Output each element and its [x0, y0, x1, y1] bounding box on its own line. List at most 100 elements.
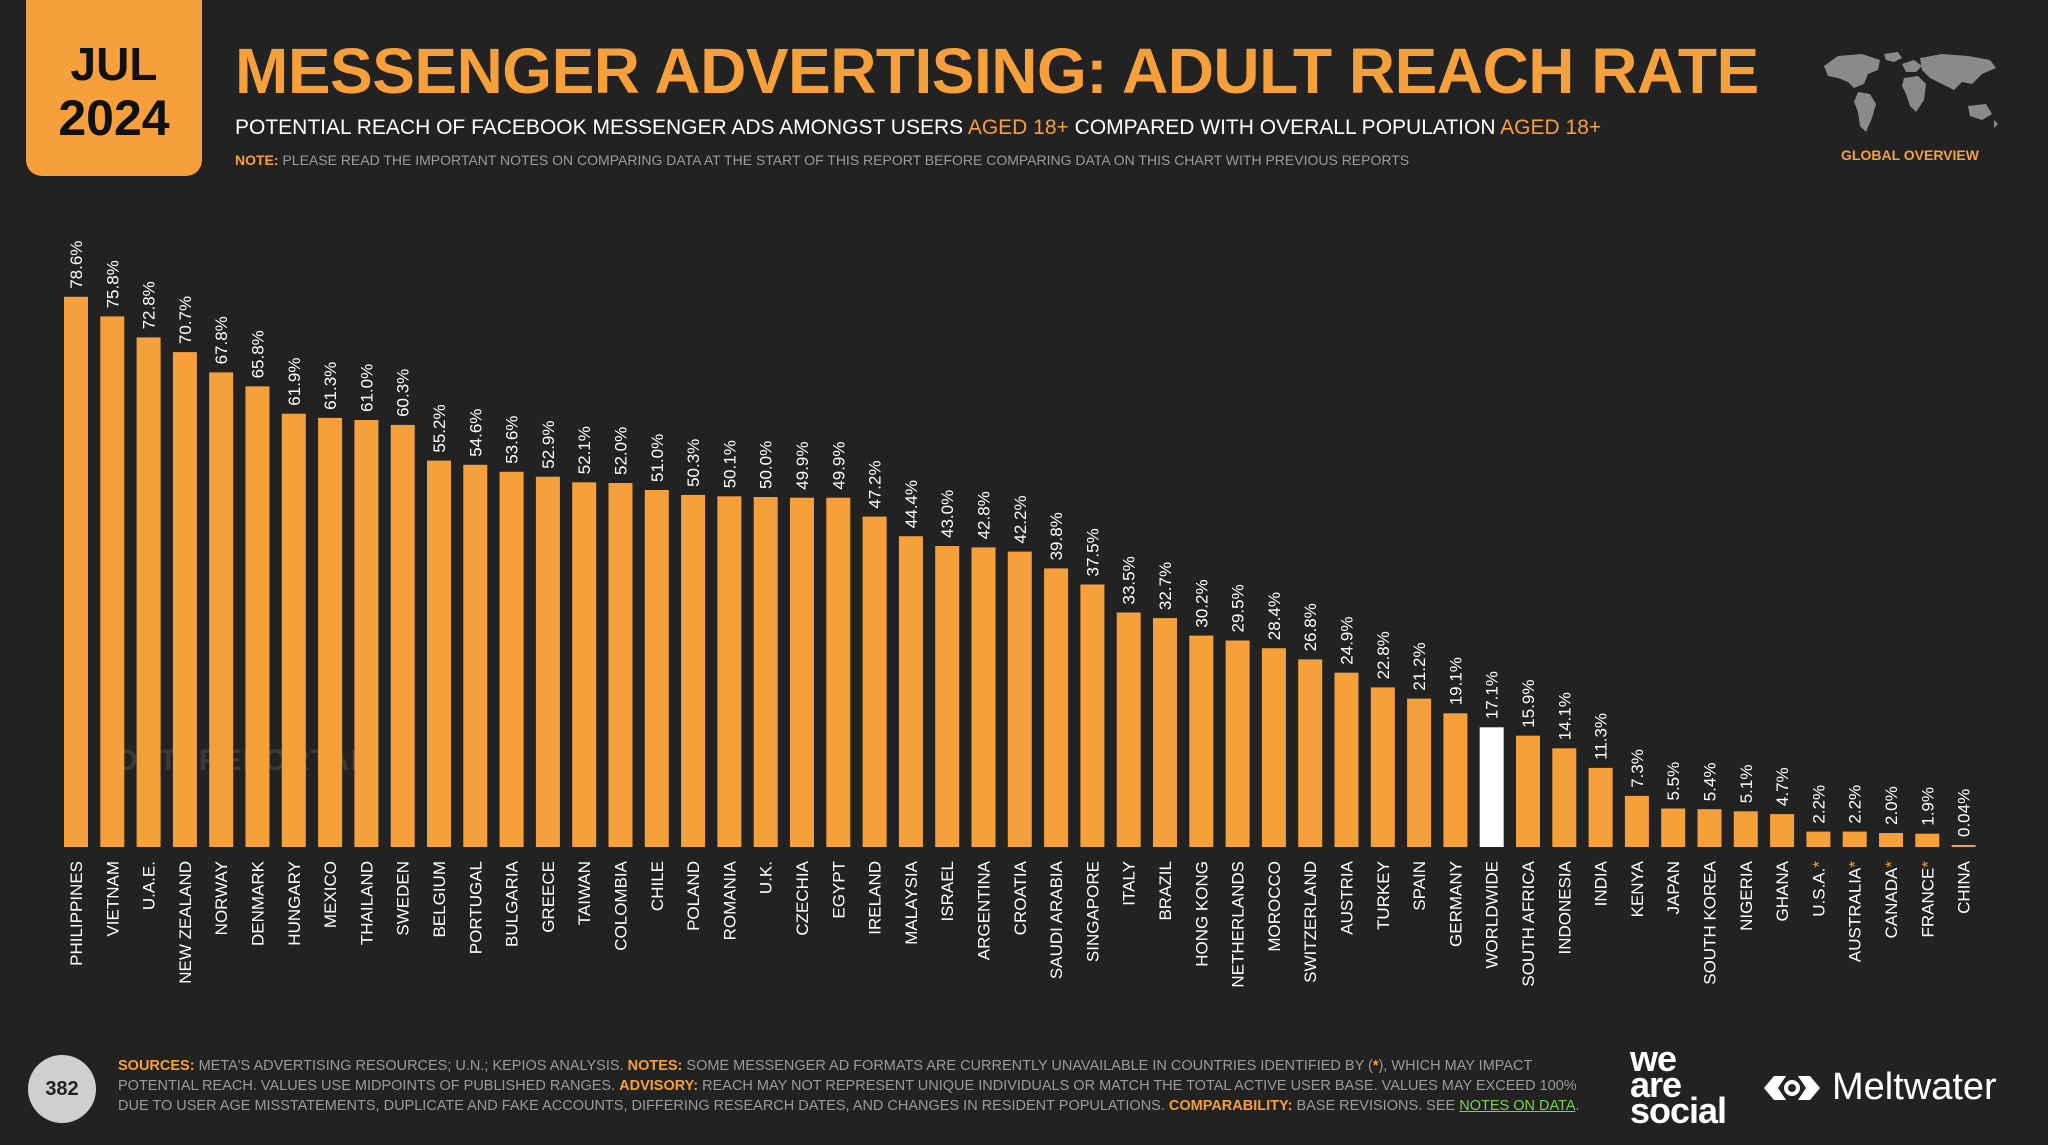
value-label: 54.6% [466, 409, 485, 457]
category-label: ROMANIA [720, 860, 739, 940]
bar-chart: 78.6% PHILIPPINES 75.8% VIETNAM 72.8% U.A.E. 7… [64, 241, 1976, 988]
subtitle-highlight-2: AGED 18+ [1500, 116, 1602, 139]
value-label: 51.0% [648, 434, 667, 482]
value-label: 15.9% [1519, 679, 1538, 727]
notes-on-data-link[interactable]: NOTES ON DATA [1459, 1098, 1576, 1114]
value-label: 61.3% [321, 362, 340, 410]
bar-kenya [1624, 795, 1649, 847]
bar-spain [1407, 698, 1432, 847]
value-label: 44.4% [902, 480, 921, 528]
date-badge: JUL 2024 [26, 0, 202, 176]
value-label: 1.9% [1918, 787, 1937, 826]
bar-poland [681, 494, 706, 847]
value-label: 42.8% [975, 491, 994, 539]
value-label: 60.3% [394, 369, 413, 417]
value-label: 53.6% [503, 416, 522, 464]
value-label: 42.2% [1011, 495, 1030, 543]
value-label: 37.5% [1083, 528, 1102, 576]
bar-thailand [354, 420, 379, 847]
category-label: MOROCCO [1265, 861, 1284, 952]
category-label: NEW ZEALAND [176, 861, 195, 984]
value-label: 33.5% [1120, 556, 1139, 604]
bar-malaysia [898, 536, 923, 847]
note-label: NOTE: [235, 152, 279, 168]
notes-star: * [1372, 1058, 1379, 1074]
category-label: NETHERLANDS [1229, 861, 1248, 988]
category-label: BULGARIA [503, 860, 522, 947]
value-label: 22.8% [1374, 631, 1393, 679]
category-label: CHINA [1955, 860, 1974, 914]
bar-japan [1661, 808, 1686, 847]
value-label: 26.8% [1301, 603, 1320, 651]
category-label: SOUTH KOREA [1701, 860, 1720, 984]
category-label: JAPAN [1664, 861, 1683, 915]
value-label: 30.2% [1192, 579, 1211, 627]
category-label: SPAIN [1410, 861, 1429, 911]
advisory-label: ADVISORY: [619, 1078, 699, 1094]
we-are-social-line-1: we [1630, 1038, 1677, 1079]
bar-italy [1116, 612, 1141, 847]
meltwater-wordmark: Meltwater [1832, 1066, 1997, 1108]
notes-label: NOTES: [627, 1058, 683, 1074]
value-label: 50.1% [720, 440, 739, 488]
sources-text: META'S ADVERTISING RESOURCES; U.N.; KEPI… [194, 1058, 628, 1074]
bar-germany [1443, 713, 1468, 847]
category-label: NORWAY [212, 861, 231, 935]
category-label: GREECE [539, 861, 558, 933]
bar-croatia [1007, 551, 1032, 847]
value-label: 67.8% [212, 316, 231, 364]
subtitle-highlight-1: AGED 18+ [967, 116, 1069, 139]
category-label: AUSTRALIA* [1846, 861, 1865, 962]
category-label: CANADA* [1882, 861, 1901, 939]
category-label: INDONESIA [1555, 860, 1574, 954]
bar-egypt [826, 497, 851, 847]
category-label: CZECHIA [793, 860, 812, 935]
value-label: 14.1% [1555, 692, 1574, 740]
category-label: SOUTH AFRICA [1519, 860, 1538, 986]
category-label: TURKEY [1374, 861, 1393, 930]
category-label: ITALY [1120, 861, 1139, 906]
category-label: PHILIPPINES [67, 861, 86, 966]
category-label: SWEDEN [394, 861, 413, 936]
category-label: IRELAND [866, 861, 885, 935]
bar-belgium [427, 460, 451, 847]
value-label: 50.0% [757, 441, 776, 489]
footer-sources: SOURCES: META'S ADVERTISING RESOURCES; U… [118, 1056, 1598, 1116]
bar-nigeria [1733, 811, 1758, 847]
value-label: 0.04% [1955, 789, 1974, 837]
value-label: 65.8% [249, 330, 268, 378]
bar-new-zealand [172, 352, 197, 847]
value-label: 50.3% [684, 439, 703, 487]
page-title: MESSENGER ADVERTISING: ADULT REACH RATE [235, 35, 1759, 107]
bar-mexico [318, 417, 343, 847]
global-overview-label: GLOBAL OVERVIEW [1841, 147, 1979, 163]
category-label: HONG KONG [1192, 861, 1211, 967]
bar-colombia [608, 483, 633, 847]
category-label: THAILAND [357, 861, 376, 945]
bar-norway [209, 372, 234, 847]
bar-taiwan [572, 482, 597, 847]
category-label: HUNGARY [285, 861, 304, 946]
category-label: SWITZERLAND [1301, 861, 1320, 983]
value-label: 4.7% [1773, 767, 1792, 806]
category-label: CHILE [648, 861, 667, 911]
bar-ghana [1770, 814, 1795, 847]
we-are-social-logo: we are social [1630, 1038, 1727, 1129]
bar-south-korea [1697, 809, 1722, 847]
bar-philippines [64, 296, 88, 847]
header-note: NOTE: PLEASE READ THE IMPORTANT NOTES ON… [235, 152, 1409, 168]
value-label: 70.7% [176, 296, 195, 344]
bar-israel [935, 546, 960, 847]
category-label: ISRAEL [938, 861, 957, 921]
bar-sweden [390, 424, 415, 847]
bar-brazil [1153, 618, 1177, 847]
badge-month: JUL [70, 38, 158, 90]
category-label: SINGAPORE [1083, 861, 1102, 962]
category-label: POLAND [684, 861, 703, 931]
bar-china [1951, 845, 1976, 847]
bar-switzerland [1298, 659, 1323, 847]
value-label: 52.9% [539, 420, 558, 468]
bar-romania [717, 496, 742, 847]
bar-hungary [281, 413, 306, 847]
bar-czechia [790, 497, 814, 847]
